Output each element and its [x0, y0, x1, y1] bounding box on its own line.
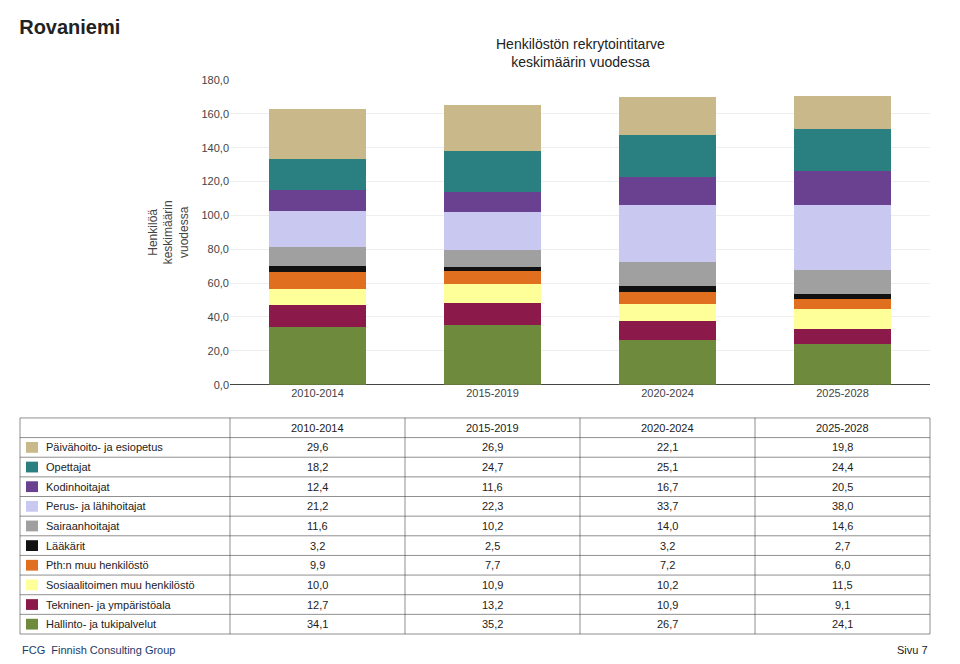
svg-text:29,6: 29,6	[307, 441, 328, 453]
svg-text:10,0: 10,0	[307, 579, 328, 591]
svg-text:Kodinhoitajat: Kodinhoitajat	[46, 481, 110, 493]
svg-text:Päivähoito- ja esiopetus: Päivähoito- ja esiopetus	[46, 441, 163, 453]
svg-text:0,0: 0,0	[214, 379, 229, 391]
svg-text:2010-2014: 2010-2014	[291, 387, 344, 399]
svg-text:20,0: 20,0	[208, 345, 229, 357]
svg-text:Opettajat: Opettajat	[46, 461, 91, 473]
svg-text:33,7: 33,7	[657, 500, 678, 512]
svg-text:11,6: 11,6	[482, 481, 503, 493]
svg-text:26,7: 26,7	[657, 618, 678, 630]
svg-text:Sivu 7: Sivu 7	[897, 644, 928, 656]
svg-text:Hallinto- ja tukipalvelut: Hallinto- ja tukipalvelut	[46, 618, 156, 630]
svg-text:12,4: 12,4	[307, 481, 328, 493]
svg-text:2010-2014: 2010-2014	[291, 422, 344, 434]
svg-text:18,2: 18,2	[307, 461, 328, 473]
svg-text:25,1: 25,1	[657, 461, 678, 473]
svg-text:Henkilöäkeskimäärinvuodessa: Henkilöäkeskimäärinvuodessa	[146, 200, 191, 264]
svg-text:Henkilöstön rekrytointitarveke: Henkilöstön rekrytointitarvekeskimäärin …	[496, 36, 665, 70]
svg-text:26,9: 26,9	[482, 441, 503, 453]
svg-text:19,8: 19,8	[832, 441, 853, 453]
svg-text:14,6: 14,6	[832, 520, 853, 532]
svg-text:120,0: 120,0	[201, 175, 229, 187]
svg-text:10,9: 10,9	[657, 599, 678, 611]
svg-text:Sosiaalitoimen muu henkilöstö: Sosiaalitoimen muu henkilöstö	[46, 579, 195, 591]
svg-text:24,7: 24,7	[482, 461, 503, 473]
svg-text:22,3: 22,3	[482, 500, 503, 512]
svg-text:2025-2028: 2025-2028	[816, 387, 869, 399]
svg-text:2015-2019: 2015-2019	[466, 422, 519, 434]
svg-text:10,2: 10,2	[657, 579, 678, 591]
svg-text:24,1: 24,1	[832, 618, 853, 630]
svg-text:6,0: 6,0	[835, 559, 850, 571]
svg-text:Rovaniemi: Rovaniemi	[19, 16, 120, 38]
svg-text:60,0: 60,0	[208, 277, 229, 289]
svg-text:10,2: 10,2	[482, 520, 503, 532]
svg-text:2020-2024: 2020-2024	[641, 422, 694, 434]
svg-text:Lääkärit: Lääkärit	[46, 540, 85, 552]
svg-text:11,6: 11,6	[307, 520, 328, 532]
svg-text:16,7: 16,7	[657, 481, 678, 493]
svg-text:3,2: 3,2	[310, 540, 325, 552]
svg-text:Perus- ja lähihoitajat: Perus- ja lähihoitajat	[46, 500, 146, 512]
svg-text:35,2: 35,2	[482, 618, 503, 630]
svg-text:10,9: 10,9	[482, 579, 503, 591]
svg-text:38,0: 38,0	[832, 500, 853, 512]
svg-text:2015-2019: 2015-2019	[466, 387, 519, 399]
svg-text:2025-2028: 2025-2028	[816, 422, 869, 434]
svg-text:21,2: 21,2	[307, 500, 328, 512]
svg-text:2020-2024: 2020-2024	[641, 387, 694, 399]
svg-text:3,2: 3,2	[660, 540, 675, 552]
svg-text:9,1: 9,1	[835, 599, 850, 611]
svg-text:7,2: 7,2	[660, 559, 675, 571]
svg-text:2,7: 2,7	[835, 540, 850, 552]
svg-text:Tekninen- ja ympäristöala: Tekninen- ja ympäristöala	[46, 599, 172, 611]
svg-text:14,0: 14,0	[657, 520, 678, 532]
svg-text:40,0: 40,0	[208, 311, 229, 323]
svg-text:Sairaanhoitajat: Sairaanhoitajat	[46, 520, 119, 532]
svg-text:160,0: 160,0	[201, 108, 229, 120]
svg-text:9,9: 9,9	[310, 559, 325, 571]
svg-text:24,4: 24,4	[832, 461, 853, 473]
svg-text:7,7: 7,7	[485, 559, 500, 571]
svg-text:2,5: 2,5	[485, 540, 500, 552]
svg-text:FCG Finnish Consulting Group: FCG Finnish Consulting Group	[22, 644, 175, 656]
svg-text:80,0: 80,0	[208, 243, 229, 255]
svg-text:180,0: 180,0	[201, 74, 229, 86]
svg-text:34,1: 34,1	[307, 618, 328, 630]
svg-text:22,1: 22,1	[657, 441, 678, 453]
svg-text:20,5: 20,5	[832, 481, 853, 493]
svg-text:100,0: 100,0	[201, 209, 229, 221]
svg-text:Pth:n muu henkilöstö: Pth:n muu henkilöstö	[46, 559, 149, 571]
svg-text:12,7: 12,7	[307, 599, 328, 611]
svg-text:140,0: 140,0	[201, 142, 229, 154]
svg-text:13,2: 13,2	[482, 599, 503, 611]
svg-text:11,5: 11,5	[832, 579, 853, 591]
